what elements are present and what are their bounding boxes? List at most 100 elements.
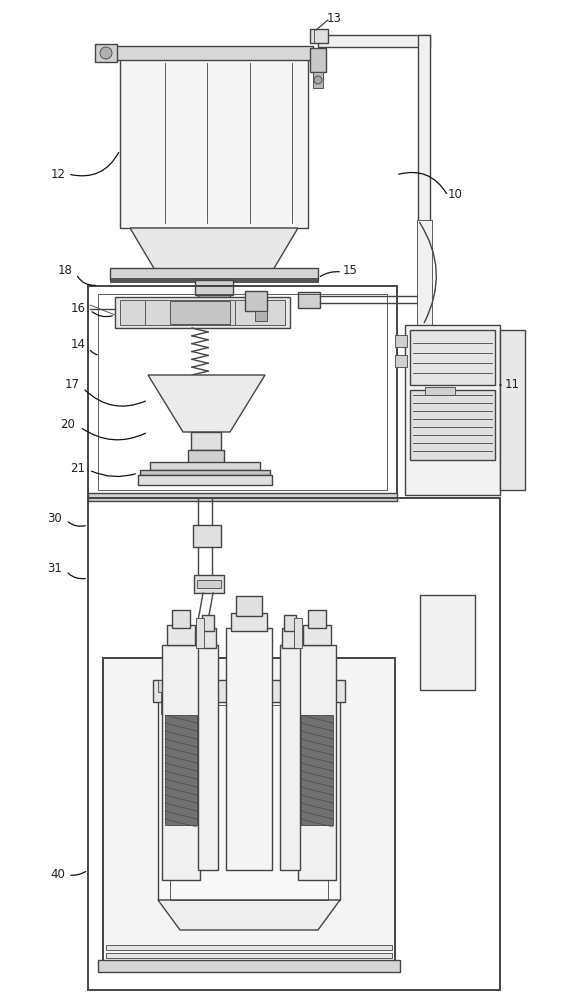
Bar <box>120 58 308 228</box>
Bar <box>142 741 157 753</box>
Bar <box>349 780 366 792</box>
Bar <box>294 618 302 648</box>
Bar <box>151 728 157 740</box>
Bar <box>151 936 157 948</box>
Bar <box>110 278 318 282</box>
Bar <box>167 625 195 645</box>
Bar <box>376 897 391 909</box>
Bar <box>106 897 123 909</box>
Bar <box>385 780 391 792</box>
Bar <box>376 689 391 701</box>
Bar <box>151 858 157 870</box>
Text: 12: 12 <box>51 168 65 182</box>
Bar <box>106 689 123 701</box>
Bar <box>142 845 157 857</box>
Bar <box>367 910 384 922</box>
Bar <box>340 689 357 701</box>
Bar <box>115 297 290 328</box>
Bar <box>376 741 391 753</box>
Bar <box>395 335 407 347</box>
Bar <box>385 858 391 870</box>
Bar <box>340 793 357 805</box>
Text: 10: 10 <box>448 188 463 202</box>
Bar <box>255 311 267 321</box>
Bar <box>376 715 391 727</box>
Bar <box>151 910 157 922</box>
Bar <box>151 806 157 818</box>
Bar <box>142 819 157 831</box>
Circle shape <box>314 76 322 84</box>
Bar <box>410 330 495 385</box>
Bar <box>367 884 384 896</box>
Bar <box>124 663 141 675</box>
Bar <box>308 610 326 628</box>
Bar <box>115 728 132 740</box>
Bar <box>315 680 333 692</box>
Bar <box>192 432 221 450</box>
Bar <box>115 46 313 60</box>
Polygon shape <box>500 330 525 490</box>
Bar <box>151 832 157 844</box>
Bar <box>376 793 391 805</box>
Bar <box>142 689 157 701</box>
Bar <box>88 286 397 498</box>
Bar <box>133 884 150 896</box>
Bar <box>142 897 157 909</box>
Bar <box>158 700 340 900</box>
Bar <box>376 819 391 831</box>
Bar <box>106 819 123 831</box>
Bar <box>280 645 300 870</box>
Bar <box>349 754 366 766</box>
Bar <box>110 268 318 280</box>
Bar <box>115 910 132 922</box>
Bar <box>367 832 384 844</box>
Bar <box>385 702 391 714</box>
Bar <box>340 715 357 727</box>
Bar <box>124 819 141 831</box>
Bar <box>376 767 391 779</box>
Bar <box>142 793 157 805</box>
Bar <box>133 676 150 688</box>
Bar <box>410 390 495 460</box>
Bar <box>151 754 157 766</box>
Bar <box>358 767 375 779</box>
Bar <box>133 858 150 870</box>
Bar <box>150 462 260 470</box>
Bar <box>298 645 336 880</box>
Bar <box>385 676 391 688</box>
Bar <box>340 845 357 857</box>
Bar <box>358 819 375 831</box>
Bar <box>418 35 430 280</box>
Bar <box>298 292 320 308</box>
Bar <box>138 475 272 485</box>
Bar <box>318 35 430 47</box>
Bar <box>349 884 366 896</box>
Bar <box>376 663 391 675</box>
Bar <box>340 871 357 883</box>
Bar <box>417 220 432 335</box>
Bar <box>140 470 270 475</box>
Bar <box>106 663 123 675</box>
Bar <box>385 884 391 896</box>
Bar <box>172 610 190 628</box>
Bar <box>358 663 375 675</box>
Bar <box>303 625 331 645</box>
Bar <box>236 596 262 616</box>
Bar <box>198 295 230 307</box>
Bar <box>358 845 375 857</box>
Bar <box>301 715 333 825</box>
Bar <box>282 628 298 648</box>
Bar <box>367 858 384 870</box>
Bar <box>124 741 141 753</box>
Bar <box>115 936 132 948</box>
Text: 17: 17 <box>64 378 80 391</box>
Bar <box>367 754 384 766</box>
Bar <box>133 806 150 818</box>
Bar <box>349 936 366 948</box>
Text: 30: 30 <box>48 512 63 524</box>
Bar <box>151 676 157 688</box>
Bar <box>340 767 357 779</box>
Bar <box>349 832 366 844</box>
Bar <box>153 680 345 702</box>
Bar <box>88 498 500 990</box>
